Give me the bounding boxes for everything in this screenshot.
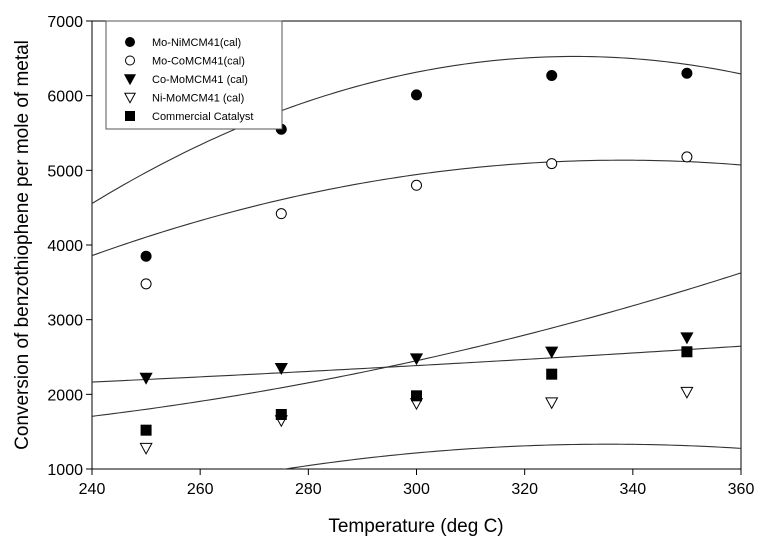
data-point [546,368,558,380]
data-point [140,250,152,262]
data-point [545,397,559,410]
data-point [411,179,422,191]
legend-marker [125,111,135,121]
y-tick-label: 5000 [47,163,83,180]
x-tick-label: 320 [511,481,538,498]
data-point [680,386,694,399]
data-point [681,346,693,358]
legend-marker [123,92,137,104]
y-tick-label: 2000 [47,387,83,404]
data-point [139,372,153,385]
data-point [546,70,558,82]
data-point [411,390,422,402]
data-point [681,67,693,79]
y-tick-label: 6000 [47,89,83,106]
data-point [274,363,288,376]
x-tick-label: 360 [728,481,755,498]
fit-curve [281,443,741,469]
data-point [680,332,694,345]
fit-curve [92,55,741,204]
legend-marker [123,74,137,86]
x-axis-label: Temperature (deg C) [328,516,503,537]
ticks: 240 260 280 300 320 340 360 1000 2000 3000 4000 500… [47,14,754,498]
x-tick-label: 300 [403,481,430,498]
data-point [409,353,424,366]
legend-label: Ni-MoMCM41 (cal) [152,93,244,105]
x-tick-label: 280 [295,481,322,498]
y-tick-label: 3000 [47,313,83,330]
data-point [681,151,693,163]
y-axis-label: Conversion of benzothiophene per mole of… [12,40,33,450]
legend-label: Co-MoMCM41 (cal) [152,74,248,86]
fit-curve [92,159,741,257]
data-point [140,424,152,436]
data-point [139,442,153,455]
y-tick-label: 1000 [47,462,83,479]
data-point [140,278,152,290]
legend-label: Mo-CoMCM41(cal) [152,56,245,68]
legend-label: Commercial Catalyst [152,111,253,123]
x-tick-label: 260 [187,481,214,498]
data-point [275,408,287,420]
x-tick-label: 340 [619,481,646,498]
legend-label: Mo-NiMCM41(cal) [152,37,241,49]
fit-curve [92,345,741,383]
data-point [545,346,559,359]
y-tick-label: 7000 [47,14,83,31]
data-point [275,208,287,220]
data-point [411,89,422,101]
legend-marker [125,55,135,66]
legend: Mo-NiMCM41(cal) Mo-CoMCM41(cal) Co-MoMCM41… [105,20,283,130]
x-tick-label: 240 [79,481,106,498]
data-point [546,158,558,170]
legend-marker [125,37,135,47]
y-tick-label: 4000 [47,238,83,255]
